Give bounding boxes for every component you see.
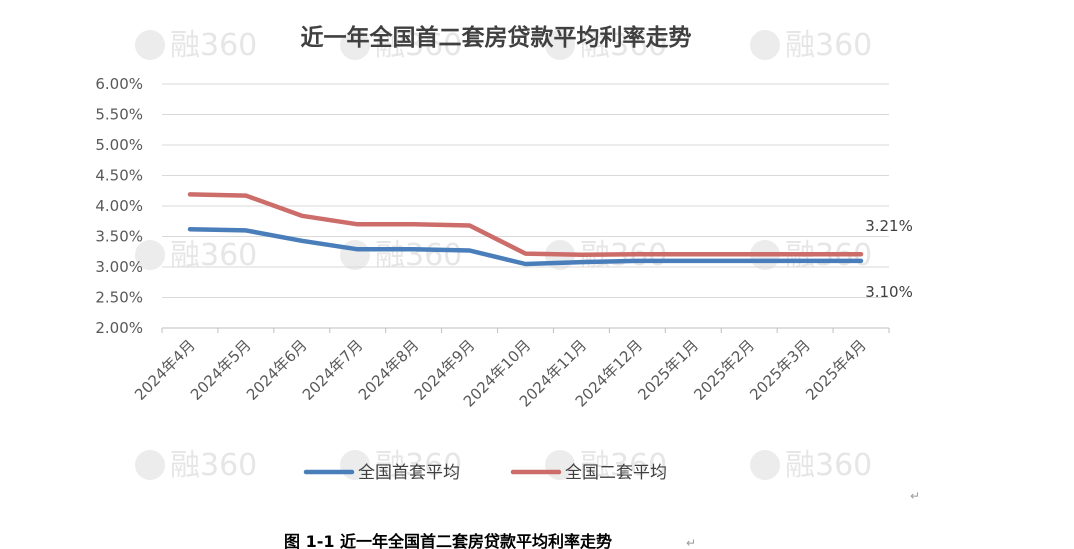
watermark-text: 融360 bbox=[375, 28, 462, 63]
watermark-logo-icon bbox=[545, 30, 575, 60]
y-tick-label: 4.50% bbox=[95, 167, 143, 185]
watermark-logo-icon bbox=[135, 450, 165, 480]
watermark-logo-icon bbox=[135, 240, 165, 270]
y-tick-label: 2.50% bbox=[95, 289, 143, 307]
watermark-layer: 融360 融360 融360 融360 融360 融360 融360 融360 融360 融360… bbox=[135, 28, 872, 483]
data-label-first-home: 3.10% bbox=[865, 283, 913, 301]
y-tick-label: 3.50% bbox=[95, 228, 143, 246]
paragraph-mark: ↵ bbox=[910, 489, 920, 503]
watermark-logo-icon bbox=[135, 30, 165, 60]
data-label-second-home: 3.21% bbox=[865, 217, 913, 235]
watermark-logo-icon bbox=[340, 240, 370, 270]
watermark-text: 融360 bbox=[170, 28, 257, 63]
x-axis-ticks: 2024年4月2024年5月2024年6月2024年7月2024年8月2024年… bbox=[131, 328, 890, 411]
y-tick-label: 3.00% bbox=[95, 258, 143, 276]
watermark-text: 融360 bbox=[375, 238, 462, 273]
y-tick-label: 5.50% bbox=[95, 106, 143, 124]
legend-label: 全国二套平均 bbox=[565, 463, 667, 483]
watermark-logo-icon bbox=[750, 30, 780, 60]
watermark-logo-icon bbox=[340, 30, 370, 60]
watermark-logo-icon bbox=[750, 450, 780, 480]
legend-label: 全国首套平均 bbox=[358, 463, 460, 483]
legend: 全国首套平均 全国二套平均 bbox=[303, 463, 667, 483]
y-tick-label: 4.00% bbox=[95, 197, 143, 215]
series-line-全国二套平均 bbox=[187, 192, 864, 258]
data-labels: 3.21% 3.10% bbox=[865, 217, 913, 301]
caption-paragraph-mark: ↵ bbox=[686, 536, 696, 549]
figure-caption: 图 1-1 近一年全国首二套房贷款平均利率走势 bbox=[284, 532, 612, 549]
y-tick-label: 6.00% bbox=[95, 75, 143, 93]
watermark-text: 融360 bbox=[170, 448, 257, 483]
x-tick-label: 2025年4月 bbox=[802, 336, 870, 404]
y-axis-ticks: 6.00% 5.50% 5.00% 4.50% 4.00% 3.50% 3.00% 2.50%… bbox=[95, 75, 143, 337]
watermark-text: 融360 bbox=[785, 28, 872, 63]
watermark-text: 融360 bbox=[785, 448, 872, 483]
series-lines bbox=[187, 192, 864, 267]
watermark-text: 融360 bbox=[170, 238, 257, 273]
y-tick-label: 2.00% bbox=[95, 319, 143, 337]
watermark-text: 融360 bbox=[580, 28, 667, 63]
watermark-text: 融360 bbox=[580, 448, 667, 483]
watermark-text: 融360 bbox=[375, 448, 462, 483]
chart-title: 近一年全国首二套房贷款平均利率走势 bbox=[301, 24, 692, 51]
y-tick-label: 5.00% bbox=[95, 136, 143, 154]
series-line-全国首套平均 bbox=[187, 226, 864, 267]
